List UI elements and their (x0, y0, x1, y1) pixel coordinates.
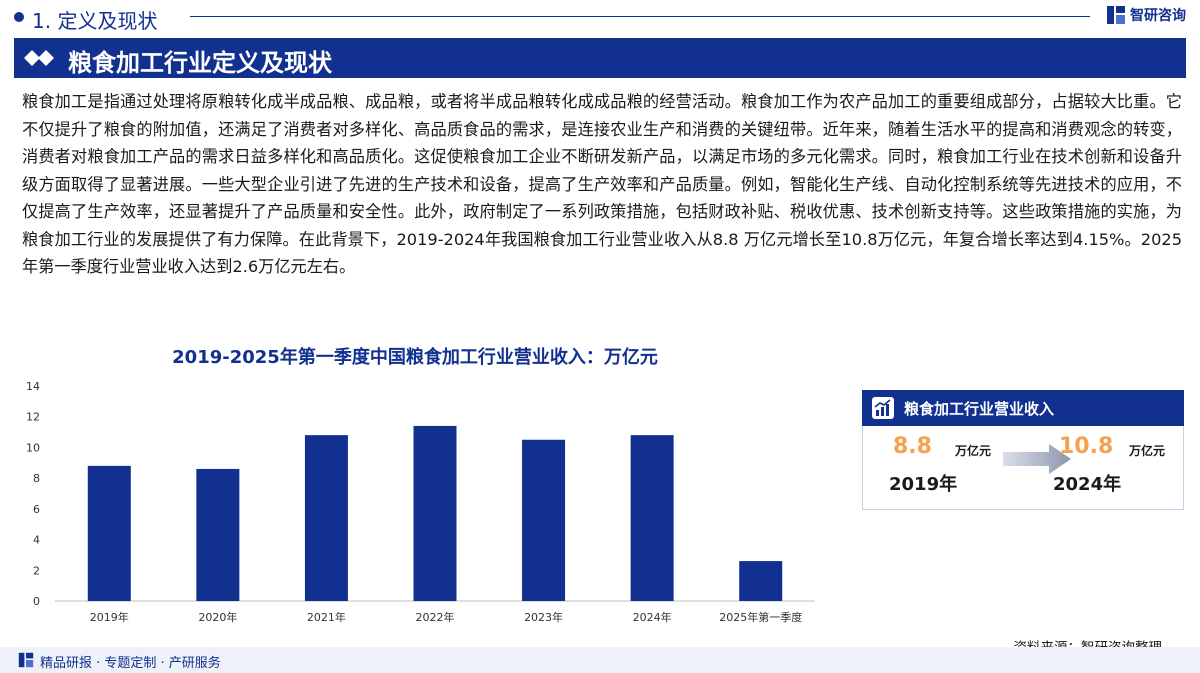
bar (522, 439, 566, 601)
y-tick-label: 4 (33, 534, 40, 547)
y-tick-label: 6 (33, 503, 40, 516)
revenue-bar-chart: 0 2 4 6 8 10 12 14 2019年 2020年 2021年 2022年 2023年 2024… (26, 380, 815, 624)
end-value: 10.8 (1059, 434, 1114, 459)
section-bullet-icon (14, 12, 24, 22)
bar (87, 465, 131, 601)
x-tick-label: 2024年 (633, 610, 672, 624)
description-paragraph: 粮食加工是指通过处理将原粮转化成半成品粮、成品粮，或者将半成品粮转化成成品粮的经… (22, 92, 1182, 276)
x-tick-label: 2020年 (198, 610, 237, 624)
growth-chart-icon (872, 397, 894, 419)
title-banner: 粮食加工行业定义及现状 (14, 38, 1186, 78)
y-tick-label: 8 (33, 472, 40, 485)
x-tick-label: 2025年第一季度 (719, 610, 802, 624)
brand-logo-icon (18, 652, 34, 668)
end-year: 2024年 (1053, 474, 1122, 495)
card-body: 8.8 万亿元 2019年 10.8 万亿元 2024年 (862, 426, 1184, 510)
start-unit: 万亿元 (955, 444, 992, 458)
brand-logo-icon (1107, 6, 1125, 24)
x-tick-label: 2022年 (416, 610, 455, 624)
x-tick-label: 2021年 (307, 610, 346, 624)
footer-slogan: 精品研报 · 专题定制 · 产研服务 (40, 656, 221, 671)
header-divider (190, 16, 1090, 17)
revenue-summary-card: 粮食加工行业营业收入 8.8 万亿元 2019年 10.8 万亿元 2024年 (862, 390, 1184, 510)
top-bar: 1. 定义及现状 智研咨询 (0, 0, 1200, 34)
y-tick-label: 14 (26, 380, 40, 393)
bar (413, 425, 457, 601)
y-tick-label: 0 (33, 595, 40, 608)
end-unit: 万亿元 (1129, 444, 1166, 458)
bar (739, 561, 783, 601)
x-tick-label: 2019年 (90, 610, 129, 624)
y-tick-label: 2 (33, 564, 40, 577)
bar (304, 435, 348, 601)
y-tick-label: 10 (26, 441, 40, 454)
chart-title: 2019-2025年第一季度中国粮食加工行业营业收入：万亿元 (172, 347, 658, 368)
x-tick-label: 2023年 (524, 610, 563, 624)
arrow-right-icon (1003, 444, 1071, 474)
page-title: 粮食加工行业定义及现状 (68, 49, 332, 77)
y-tick-label: 12 (26, 411, 40, 424)
brand-name: 智研咨询 (1130, 8, 1186, 24)
card-header: 粮食加工行业营业收入 (862, 390, 1184, 426)
footer-bar: 精品研报 · 专题定制 · 产研服务 (0, 647, 1200, 673)
start-value: 8.8 (893, 434, 932, 459)
brand-logo: 智研咨询 (1106, 5, 1186, 25)
card-title: 粮食加工行业营业收入 (904, 400, 1055, 418)
diamond-icon (24, 50, 54, 66)
start-year: 2019年 (889, 474, 958, 495)
section-heading: 1. 定义及现状 (32, 9, 158, 33)
bar (630, 435, 674, 601)
bar (196, 468, 240, 601)
